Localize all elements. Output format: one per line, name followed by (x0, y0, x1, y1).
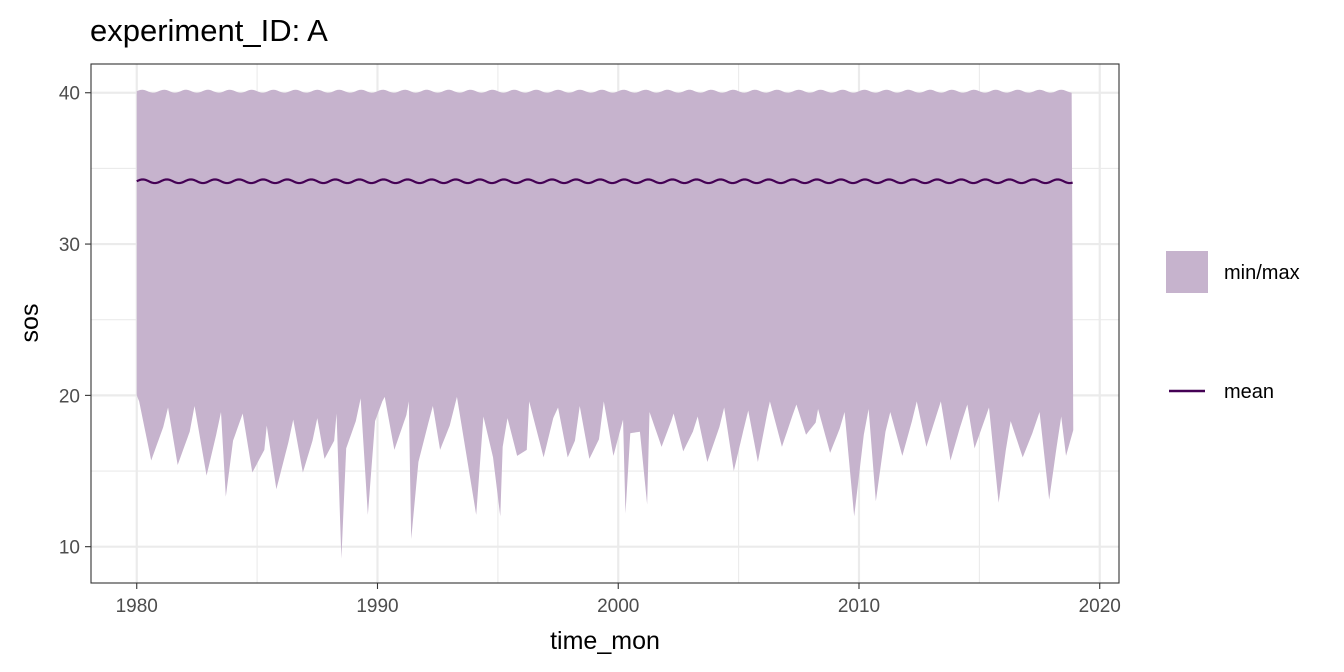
x-axis-title: time_mon (550, 627, 660, 655)
x-axis: 1980 1990 2000 2010 2020 (116, 583, 1121, 617)
series-min-max-ribbon (136, 89, 1074, 559)
series-mean-line (136, 178, 1073, 185)
panel-border (90, 63, 1120, 584)
x-tick-label: 1990 (356, 596, 398, 617)
y-tick-label: 10 (59, 538, 80, 559)
y-tick-label: 20 (59, 386, 80, 407)
chart-title: experiment_ID: A (90, 13, 328, 48)
legend-label-mean: mean (1224, 381, 1274, 403)
y-tick-label: 40 (59, 84, 80, 105)
x-tick-label: 1980 (116, 596, 158, 617)
legend-label-min-max: min/max (1224, 262, 1300, 284)
plot-panel (90, 63, 1120, 584)
x-tick-label: 2010 (838, 596, 880, 617)
y-axis-title: sos (16, 304, 44, 343)
legend: min/max mean (1166, 251, 1300, 403)
x-tick-label: 2020 (1079, 596, 1121, 617)
y-tick-label: 30 (59, 235, 80, 256)
legend-key-min-max (1166, 251, 1208, 293)
x-tick-label: 2000 (597, 596, 639, 617)
y-axis: 10 20 30 40 (59, 84, 91, 559)
